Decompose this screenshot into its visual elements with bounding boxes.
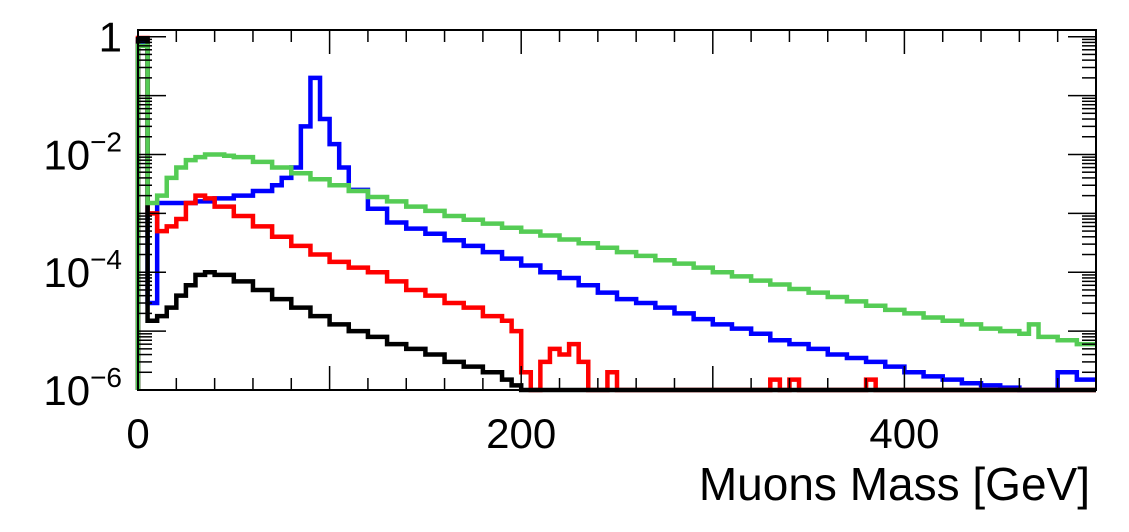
y-tick-label: 10−6 [43,362,122,414]
x-axis-title: Muons Mass [GeV] [699,458,1090,510]
x-tick-label: 200 [486,410,556,457]
series-line-0 [135,40,1096,393]
x-tick-label: 0 [126,410,149,457]
series-line-3 [135,43,1096,390]
y-tick-label: 10−4 [43,244,122,296]
histogram-series-layer [135,35,1096,393]
series-line-2 [135,37,1096,393]
plot-frame [137,29,1097,391]
series-line-1 [135,35,1096,393]
y-tick-label: 10−2 [43,126,122,178]
axis-ticks [137,30,1097,391]
x-tick-label: 400 [869,410,939,457]
tick-labels: 0 200 400 1 10−2 10−4 10−6 [43,14,939,457]
y-tick-label: 1 [99,14,122,61]
